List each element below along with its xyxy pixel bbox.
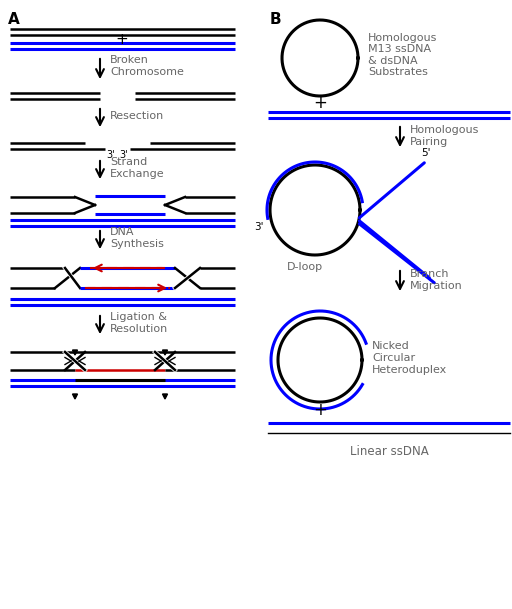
Text: +: +	[313, 401, 327, 419]
Text: 3': 3'	[119, 150, 128, 160]
Text: Nicked
Circular
Heteroduplex: Nicked Circular Heteroduplex	[372, 342, 447, 375]
Text: B: B	[270, 12, 282, 27]
Text: Homologous
M13 ssDNA
& dsDNA
Substrates: Homologous M13 ssDNA & dsDNA Substrates	[368, 33, 437, 77]
Polygon shape	[162, 394, 167, 399]
Text: Homologous
Pairing: Homologous Pairing	[410, 125, 479, 147]
Text: Ligation &
Resolution: Ligation & Resolution	[110, 312, 168, 334]
Text: Strand
Exchange: Strand Exchange	[110, 157, 165, 179]
Text: Broken
Chromosome: Broken Chromosome	[110, 55, 184, 77]
Text: 3': 3'	[106, 150, 115, 160]
Text: Linear ssDNA: Linear ssDNA	[350, 445, 429, 458]
Text: A: A	[8, 12, 20, 27]
Polygon shape	[73, 350, 77, 355]
Text: +: +	[313, 94, 327, 112]
Text: 5': 5'	[421, 148, 431, 158]
Text: Branch
Migration: Branch Migration	[410, 269, 463, 291]
Polygon shape	[162, 350, 167, 355]
Polygon shape	[73, 394, 77, 399]
Text: +: +	[116, 32, 129, 48]
Text: Resection: Resection	[110, 111, 164, 121]
Text: 3': 3'	[254, 222, 264, 232]
Text: DNA
Synthesis: DNA Synthesis	[110, 227, 164, 249]
Text: D-loop: D-loop	[287, 262, 323, 272]
